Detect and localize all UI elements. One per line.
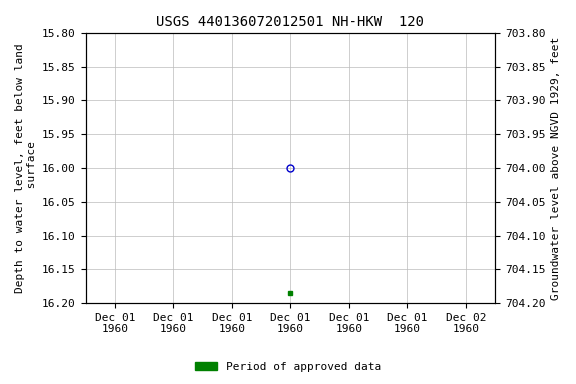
Legend: Period of approved data: Period of approved data	[191, 358, 385, 377]
Y-axis label: Depth to water level, feet below land
 surface: Depth to water level, feet below land su…	[15, 43, 37, 293]
Y-axis label: Groundwater level above NGVD 1929, feet: Groundwater level above NGVD 1929, feet	[551, 36, 561, 300]
Title: USGS 440136072012501 NH-HKW  120: USGS 440136072012501 NH-HKW 120	[157, 15, 425, 29]
